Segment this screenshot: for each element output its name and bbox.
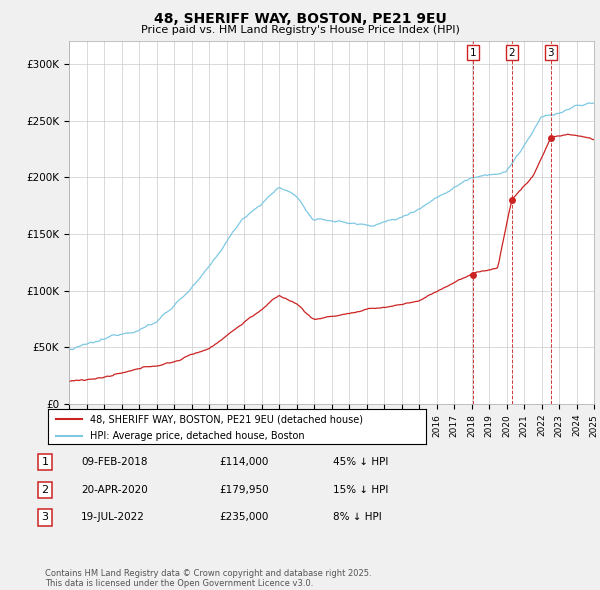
Text: Price paid vs. HM Land Registry's House Price Index (HPI): Price paid vs. HM Land Registry's House … bbox=[140, 25, 460, 35]
Text: £114,000: £114,000 bbox=[219, 457, 268, 467]
Text: 3: 3 bbox=[548, 48, 554, 58]
Text: 15% ↓ HPI: 15% ↓ HPI bbox=[333, 485, 388, 494]
Text: 45% ↓ HPI: 45% ↓ HPI bbox=[333, 457, 388, 467]
Text: 48, SHERIFF WAY, BOSTON, PE21 9EU (detached house): 48, SHERIFF WAY, BOSTON, PE21 9EU (detac… bbox=[89, 414, 362, 424]
Text: 19-JUL-2022: 19-JUL-2022 bbox=[81, 513, 145, 522]
Text: 48, SHERIFF WAY, BOSTON, PE21 9EU: 48, SHERIFF WAY, BOSTON, PE21 9EU bbox=[154, 12, 446, 26]
Text: 20-APR-2020: 20-APR-2020 bbox=[81, 485, 148, 494]
Text: 09-FEB-2018: 09-FEB-2018 bbox=[81, 457, 148, 467]
Text: 2: 2 bbox=[41, 485, 49, 494]
Text: 2: 2 bbox=[508, 48, 515, 58]
Text: 8% ↓ HPI: 8% ↓ HPI bbox=[333, 513, 382, 522]
Text: 1: 1 bbox=[41, 457, 49, 467]
Text: 1: 1 bbox=[470, 48, 476, 58]
Text: 3: 3 bbox=[41, 513, 49, 522]
Text: HPI: Average price, detached house, Boston: HPI: Average price, detached house, Bost… bbox=[89, 431, 304, 441]
Text: £235,000: £235,000 bbox=[219, 513, 268, 522]
Text: £179,950: £179,950 bbox=[219, 485, 269, 494]
Text: Contains HM Land Registry data © Crown copyright and database right 2025.
This d: Contains HM Land Registry data © Crown c… bbox=[45, 569, 371, 588]
